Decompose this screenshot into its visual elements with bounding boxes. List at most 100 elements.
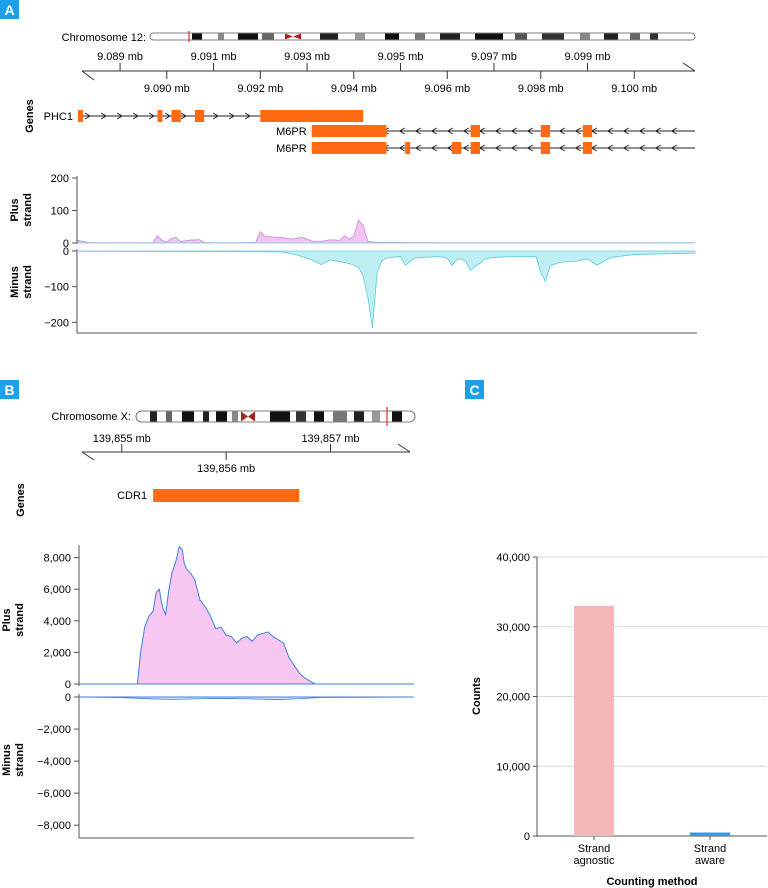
a-gene-strand-arrow (462, 144, 469, 152)
panel-a-minus-label-1: Minus (9, 266, 21, 298)
a-gene-strand-arrow (430, 127, 437, 135)
b-gene-label: CDR1 (117, 490, 147, 502)
a-gene-strand-arrow (494, 127, 501, 135)
a-gene-strand-arrow (638, 144, 645, 152)
a-gene-strand-arrow (606, 144, 613, 152)
a-gene-exon (78, 110, 83, 122)
panel-b-gene-track: CDR1 (117, 489, 300, 502)
a-minus-y-tick-label: 0 (63, 246, 69, 258)
a-gene-strand-arrow (164, 112, 171, 120)
panel-b-region-axis: 139,855 mb 139,857 mb 139,856 mb (81, 433, 411, 475)
panel-a-plus-strand-track: 0 100 200 (51, 173, 696, 250)
panel-b-plus-label-1: Plus (1, 608, 13, 631)
a-gene-strand-arrow (100, 112, 107, 120)
panel-b-letter: B (4, 382, 14, 398)
b-plus-y-tick-label: 4,000 (43, 616, 71, 628)
panel-b-chromosome-label: Chromosome X: (52, 411, 131, 423)
a-gene-strand-arrow (398, 127, 405, 135)
b-region-tick-label-top: 139,857 mb (301, 433, 359, 445)
b-region-end-left (81, 451, 95, 461)
a-region-tick-label-top: 9.097 mb (471, 51, 517, 63)
panel-a-chromosome-label: Chromosome 12: (62, 32, 146, 44)
a-gene-strand-arrow (228, 112, 235, 120)
panel-a-region-axis: 9.089 mb 9.091 mb 9.093 mb 9.095 mb 9.097 mb… (81, 51, 696, 95)
panel-a-letter: A (4, 2, 14, 18)
b-region-tick-label-bottom: 139,856 mb (197, 463, 255, 475)
a-gene-strand-arrow (180, 112, 187, 120)
a-region-tick-label-bottom: 9.096 mb (424, 83, 470, 95)
b-plus-y-tick-label: 2,000 (43, 647, 71, 659)
a-gene-strand-arrow (116, 112, 123, 120)
a-gene-exon (157, 110, 163, 122)
a-gene-strand-arrow (132, 112, 139, 120)
b-minus-y-tick-label: 0 (65, 692, 71, 704)
panel-a-ideogram (149, 31, 696, 42)
c-y-tick-label: 30,000 (496, 622, 530, 634)
a-region-end-left (81, 70, 95, 81)
c-x-tick-label: Strand (578, 843, 610, 855)
panel-c-xlabel: Counting method (606, 876, 697, 888)
panel-c: C 010,00020,00030,00040,000Strandagnosti… (465, 380, 767, 888)
panel-a-plus-label-1: Plus (9, 198, 21, 221)
panel-c-ylabel: Counts (471, 677, 483, 715)
a-gene-exon (311, 142, 387, 154)
a-gene-strand-arrow (446, 144, 453, 152)
b-minus-y-tick-label: −6,000 (37, 788, 71, 800)
a-gene-exon (470, 142, 480, 154)
a-region-tick-label-top: 9.089 mb (97, 51, 143, 63)
a-gene-strand-arrow (526, 127, 533, 135)
a-gene-strand-arrow (84, 112, 91, 120)
panel-b-minus-label-1: Minus (1, 744, 13, 776)
a-gene-strand-arrow (574, 144, 581, 152)
panel-a-gene-track: PHC1 M6PR M6PR (44, 110, 695, 155)
c-x-tick-label: aware (695, 855, 725, 867)
a-gene-strand-arrow (494, 144, 501, 152)
panel-a-genes-label: Genes (24, 99, 36, 133)
c-y-tick-label: 20,000 (496, 692, 530, 704)
a-gene-strand-arrow (430, 144, 437, 152)
b-minus-y-tick-label: −4,000 (37, 756, 71, 768)
a-region-tick-label-top: 9.093 mb (284, 51, 330, 63)
a-gene-strand-arrow (558, 127, 565, 135)
a-gene-label: M6PR (276, 126, 307, 138)
panel-b-minus-label-2: strand (14, 743, 26, 777)
panel-c-bar-chart: 010,00020,00030,00040,000StrandagnosticS… (496, 552, 767, 867)
a-region-tick-label-top: 9.091 mb (191, 51, 237, 63)
a-gene-label: M6PR (276, 143, 307, 155)
b-plus-y-tick-label: 0 (65, 679, 71, 691)
a-gene-strand-arrow (526, 144, 533, 152)
panel-a-minus-strand-track: 0 −100 −200 (44, 246, 697, 334)
a-gene-strand-arrow (510, 127, 517, 135)
a-region-tick-label-bottom: 9.090 mb (144, 83, 190, 95)
panel-a: A Chromosome 12: 9.089 mb 9.091 mb 9.093 m (0, 0, 697, 334)
a-gene-strand-arrow (510, 144, 517, 152)
b-region-tick-label-top: 139,855 mb (93, 433, 151, 445)
c-x-tick-label: agnostic (574, 855, 615, 867)
panel-b-plus-strand-track: 0 2,000 4,000 6,000 8,000 (43, 545, 414, 691)
a-gene-strand-arrow (606, 127, 613, 135)
a-region-tick-label-bottom: 9.094 mb (331, 83, 377, 95)
b-minus-y-tick-label: −2,000 (37, 724, 71, 736)
a-plus-area (77, 219, 696, 244)
a-region-end-right (682, 62, 696, 72)
a-gene-exon (470, 125, 480, 137)
a-region-tick-label-top: 9.095 mb (378, 51, 424, 63)
a-minus-area (77, 250, 696, 328)
a-gene-exon (260, 110, 364, 122)
panel-b-plus-label-2: strand (14, 603, 26, 637)
a-gene-strand-arrow (670, 144, 677, 152)
a-gene-exon (194, 110, 205, 122)
a-minus-y-tick-label: −100 (44, 282, 69, 294)
a-gene-strand-arrow (622, 127, 629, 135)
panel-b-badge (0, 380, 19, 399)
panel-a-badge (0, 0, 19, 19)
a-gene-strand-arrow (414, 144, 421, 152)
a-gene-strand-arrow (462, 127, 469, 135)
b-gene-block (153, 489, 300, 502)
c-x-tick-label: Strand (694, 843, 726, 855)
b-plus-y-tick-label: 8,000 (43, 553, 71, 565)
a-gene-exon (405, 142, 411, 154)
a-plus-y-tick-label: 200 (51, 173, 69, 185)
a-gene-strand-arrow (654, 144, 661, 152)
